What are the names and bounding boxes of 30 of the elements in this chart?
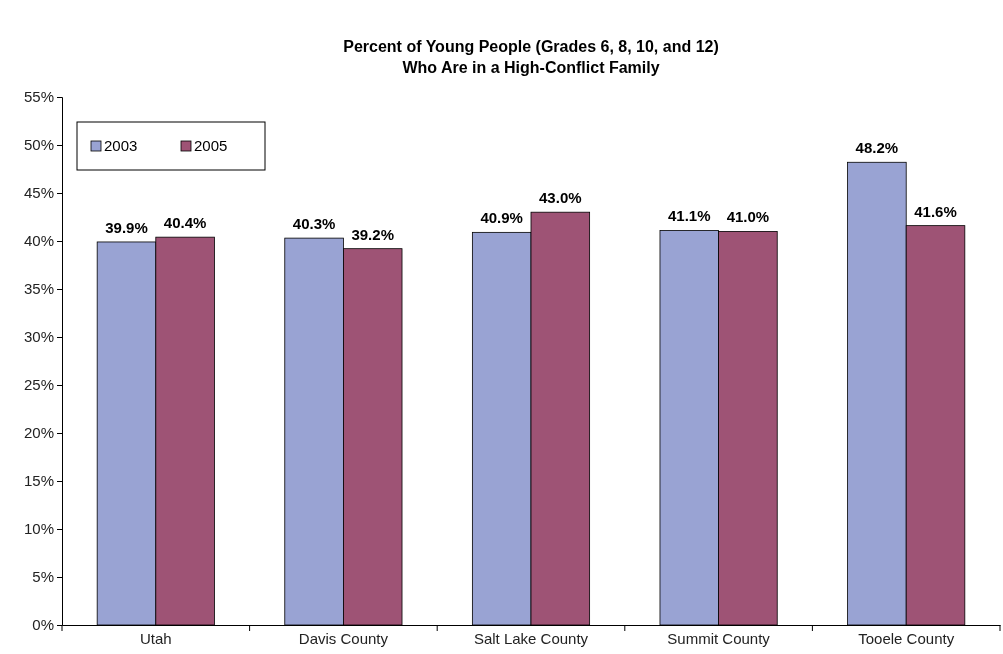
- y-tick-label: 50%: [23, 136, 54, 154]
- x-tick-label: Utah: [139, 629, 172, 647]
- y-tick-label: 0%: [32, 616, 54, 634]
- y-tick-label: 55%: [23, 88, 54, 106]
- data-label: 39.2%: [351, 225, 394, 243]
- data-label: 48.2%: [855, 139, 899, 157]
- data-label: 40.9%: [480, 209, 523, 227]
- data-label: 43.0%: [539, 189, 582, 207]
- y-tick-label: 5%: [32, 568, 54, 586]
- y-tick-label: 15%: [23, 472, 54, 490]
- legend-label: 2005: [194, 137, 228, 154]
- x-tick-label: Davis County: [298, 629, 389, 647]
- y-tick-label: 45%: [23, 184, 54, 202]
- data-label: 41.0%: [726, 208, 770, 226]
- data-label: 41.6%: [914, 202, 957, 220]
- y-tick-label: 30%: [23, 328, 54, 346]
- y-tick-label: 25%: [23, 376, 54, 394]
- data-label: 40.4%: [163, 214, 207, 232]
- x-tick-label: Salt Lake County: [473, 629, 589, 647]
- chart-title: Percent of Young People (Grades 6, 8, 10, and 12) Who Are in a High-Conflict Family: [343, 38, 719, 76]
- y-tick-label: 10%: [23, 520, 54, 538]
- y-tick-label: 40%: [23, 232, 54, 250]
- data-label: 40.3%: [292, 215, 336, 233]
- data-label: 39.9%: [105, 218, 148, 236]
- legend-label: 2003: [104, 137, 138, 154]
- y-tick-label: 20%: [23, 424, 54, 442]
- y-tick-label: 35%: [23, 280, 54, 298]
- x-tick-label: Summit County: [667, 629, 771, 647]
- x-tick-label: Tooele County: [858, 629, 955, 647]
- data-label: 41.1%: [668, 207, 711, 225]
